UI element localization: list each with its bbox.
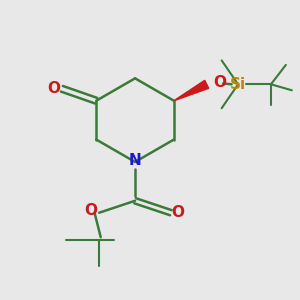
Polygon shape: [174, 80, 209, 101]
Text: O: O: [213, 75, 226, 90]
Text: O: O: [171, 205, 184, 220]
Text: O: O: [47, 81, 60, 96]
Text: O: O: [84, 203, 98, 218]
Text: N: N: [129, 153, 141, 168]
Text: Si: Si: [230, 77, 246, 92]
